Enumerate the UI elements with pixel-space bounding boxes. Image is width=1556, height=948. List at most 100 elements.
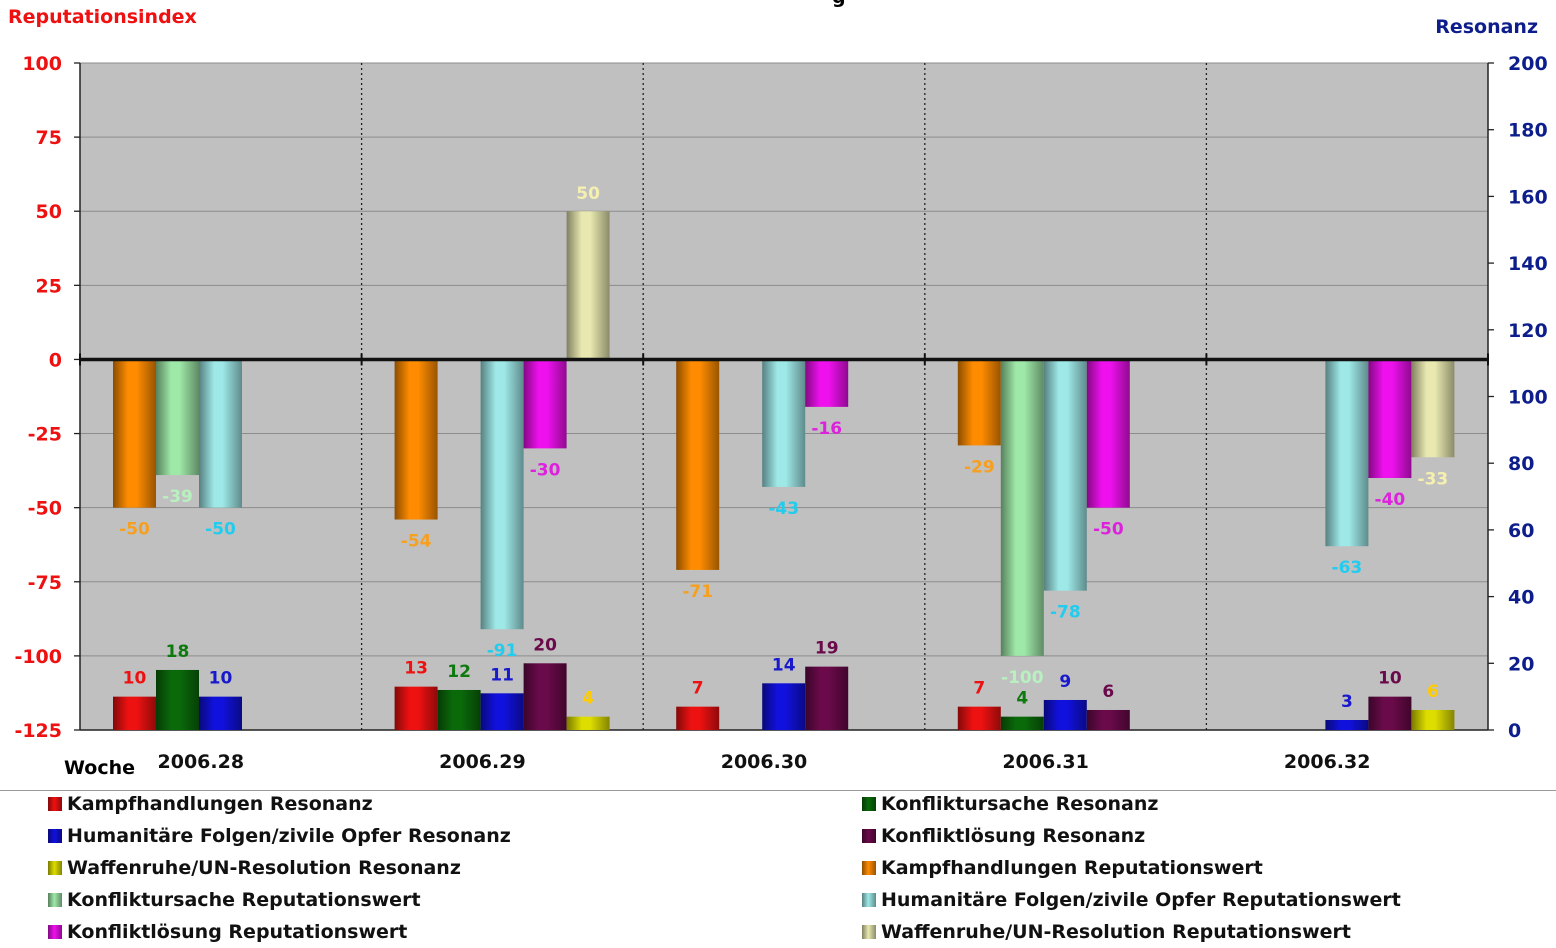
legend-label: Konfliktursache Resonanz	[881, 793, 1159, 815]
left-tick-label: -125	[14, 720, 62, 742]
reputation-bar	[1368, 359, 1412, 479]
category-label: 2006.30	[721, 751, 808, 773]
resonanz-bar	[957, 706, 1001, 730]
reputation-value-label: -40	[1375, 490, 1406, 510]
reputation-value-label: -33	[1418, 469, 1449, 489]
left-tick-label: -75	[28, 572, 62, 594]
legend-label: Konfliktlösung Reputationswert	[67, 921, 408, 943]
resonanz-bar	[676, 706, 720, 730]
left-tick-label: 100	[22, 53, 62, 75]
resonanz-value-label: 9	[1059, 672, 1071, 692]
legend-item: Kampfhandlungen Reputationswert	[862, 857, 1263, 879]
legend-label: Humanitäre Folgen/zivile Opfer Resonanz	[67, 825, 511, 847]
reputation-value-label: -50	[205, 520, 236, 540]
reputation-bar	[1325, 359, 1369, 547]
resonanz-bar	[566, 716, 610, 730]
legend-item: Kampfhandlungen Resonanz	[48, 793, 373, 815]
category-label: 2006.28	[158, 751, 245, 773]
reputation-bar	[566, 211, 610, 360]
legend-swatch	[48, 829, 62, 843]
resonanz-bar	[1325, 719, 1369, 730]
reputation-value-label: -43	[768, 499, 799, 519]
legend-swatch	[48, 797, 62, 811]
resonanz-value-label: 10	[123, 669, 147, 689]
right-tick-label: 80	[1508, 453, 1534, 475]
legend-swatch	[48, 893, 62, 907]
category-label: 2006.32	[1284, 751, 1371, 773]
reputation-value-label: 50	[576, 184, 600, 204]
reputation-value-label: -39	[162, 487, 193, 507]
resonanz-value-label: 3	[1341, 692, 1353, 712]
resonanz-value-label: 10	[209, 669, 233, 689]
legend-swatch	[862, 829, 876, 843]
reputation-value-label: -63	[1332, 558, 1363, 578]
resonanz-bar	[156, 669, 199, 730]
reputation-bar	[156, 359, 199, 476]
legend-label: Konfliktlösung Resonanz	[881, 825, 1146, 847]
resonanz-bar	[762, 683, 806, 730]
resonanz-bar	[1411, 709, 1455, 730]
resonanz-value-label: 6	[1427, 682, 1439, 702]
right-tick-label: 100	[1508, 387, 1548, 409]
reputation-bar	[523, 359, 567, 449]
resonanz-bar	[113, 696, 156, 730]
category-label: 2006.31	[1002, 751, 1089, 773]
resonanz-value-label: 7	[692, 679, 704, 699]
reputation-bar	[480, 359, 524, 630]
left-axis-title: Reputationsindex	[8, 6, 197, 28]
chart-title: g	[832, 0, 846, 8]
legend-item: Waffenruhe/UN-Resolution Resonanz	[48, 857, 461, 879]
category-label: 2006.29	[439, 751, 526, 773]
resonanz-bar	[1086, 709, 1130, 730]
legend-label: Kampfhandlungen Resonanz	[67, 793, 373, 815]
reputation-bar	[676, 359, 720, 570]
resonanz-bar	[480, 693, 524, 730]
resonanz-bar	[1043, 699, 1087, 730]
resonanz-value-label: 10	[1378, 669, 1402, 689]
resonanz-bar	[199, 696, 242, 730]
left-tick-label: 50	[36, 201, 62, 223]
reputation-value-label: -71	[682, 582, 713, 602]
legend-swatch	[862, 893, 876, 907]
resonanz-bar	[1000, 716, 1044, 730]
left-tick-label: -100	[14, 646, 62, 668]
legend-item: Humanitäre Folgen/zivile Opfer Reputatio…	[862, 889, 1401, 911]
legend-item: Konfliktlösung Reputationswert	[48, 921, 407, 943]
left-tick-label: 75	[36, 127, 62, 149]
resonanz-value-label: 20	[533, 635, 557, 655]
reputation-value-label: -78	[1050, 603, 1081, 623]
reputation-bar	[394, 359, 438, 520]
legend-label: Humanitäre Folgen/zivile Opfer Reputatio…	[881, 889, 1401, 911]
left-tick-label: -50	[28, 498, 62, 520]
reputation-value-label: -30	[530, 460, 561, 480]
reputation-bar	[199, 359, 242, 508]
reputation-value-label: -54	[401, 532, 432, 552]
resonanz-value-label: 7	[973, 679, 985, 699]
right-axis-title: Resonanz	[1435, 16, 1538, 38]
right-tick-label: 120	[1508, 320, 1548, 342]
reputation-bar	[805, 359, 849, 407]
reputation-value-label: -16	[811, 419, 842, 439]
resonanz-value-label: 4	[582, 689, 594, 709]
resonanz-value-label: 6	[1102, 682, 1114, 702]
legend-item: Konfliktursache Resonanz	[862, 793, 1158, 815]
resonanz-value-label: 4	[1016, 689, 1028, 709]
legend-label: Waffenruhe/UN-Resolution Reputationswert	[881, 921, 1351, 943]
reputation-bar	[113, 359, 156, 508]
resonanz-value-label: 14	[772, 655, 796, 675]
right-tick-label: 140	[1508, 253, 1548, 275]
left-tick-label: -25	[28, 424, 62, 446]
legend-label: Kampfhandlungen Reputationswert	[881, 857, 1263, 879]
reputation-bar	[957, 359, 1001, 446]
resonanz-bar	[1368, 696, 1412, 730]
resonanz-bar	[394, 686, 438, 730]
reputation-bar	[1043, 359, 1087, 591]
right-tick-label: 160	[1508, 186, 1548, 208]
resonanz-value-label: 12	[447, 662, 471, 682]
legend-swatch	[862, 861, 876, 875]
legend-item: Waffenruhe/UN-Resolution Reputationswert	[862, 921, 1351, 943]
legend-swatch	[48, 925, 62, 939]
resonanz-value-label: 18	[166, 642, 190, 662]
resonanz-bar	[523, 663, 567, 730]
